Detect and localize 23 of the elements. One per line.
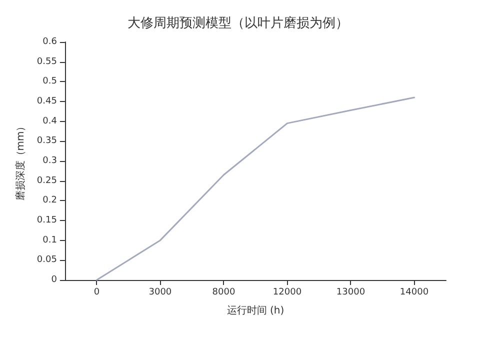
y-tick-label: 0.4	[42, 116, 58, 126]
x-tick-label: 14000	[400, 288, 429, 298]
x-tick-label: 13000	[336, 288, 366, 298]
y-tick-label: 0.45	[36, 96, 57, 106]
x-tick-label: 3000	[148, 288, 172, 298]
y-tick-label: 0.3	[42, 156, 57, 166]
x-tick-label: 8000	[212, 288, 236, 298]
y-tick-label: 0.25	[36, 176, 57, 186]
y-tick-label: 0.6	[42, 37, 58, 47]
y-tick-label: 0.15	[36, 216, 57, 226]
x-axis-title: 运行时间 (h)	[226, 304, 284, 316]
y-tick-label: 0.05	[36, 255, 57, 266]
y-tick-label: 0.2	[42, 196, 57, 206]
chart-title: 大修周期预测模型（以叶片磨损为例）	[128, 16, 348, 31]
y-tick-label: 0.1	[42, 235, 57, 246]
line-series	[96, 96, 415, 281]
y-tick-label: 0.5	[42, 76, 57, 87]
y-tick-label: 0	[51, 275, 58, 285]
y-tick-label: 0.35	[36, 136, 57, 146]
y-tick-label: 0.55	[36, 56, 57, 67]
x-tick-label: 0	[94, 288, 100, 298]
y-axis-title: 磨损深度（mm）	[14, 121, 26, 201]
x-tick-label: 12000	[272, 288, 302, 298]
